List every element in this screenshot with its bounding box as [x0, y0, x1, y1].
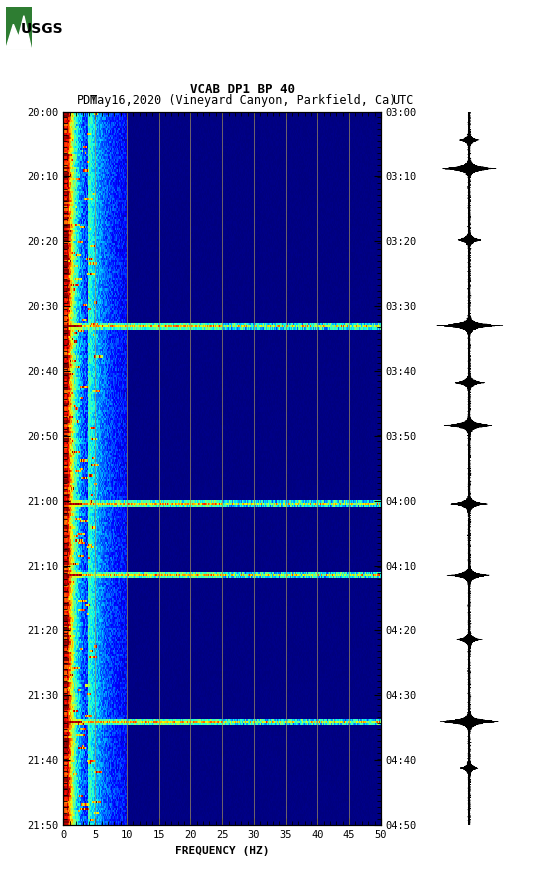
Bar	[6, 7, 31, 50]
Text: PDT: PDT	[77, 94, 99, 107]
X-axis label: FREQUENCY (HZ): FREQUENCY (HZ)	[175, 846, 269, 855]
Text: UTC: UTC	[392, 94, 413, 107]
Text: USGS: USGS	[21, 21, 63, 36]
Text: May16,2020 (Vineyard Canyon, Parkfield, Ca): May16,2020 (Vineyard Canyon, Parkfield, …	[89, 94, 396, 107]
Text: VCAB DP1 BP 40: VCAB DP1 BP 40	[190, 83, 295, 96]
Polygon shape	[6, 16, 31, 50]
